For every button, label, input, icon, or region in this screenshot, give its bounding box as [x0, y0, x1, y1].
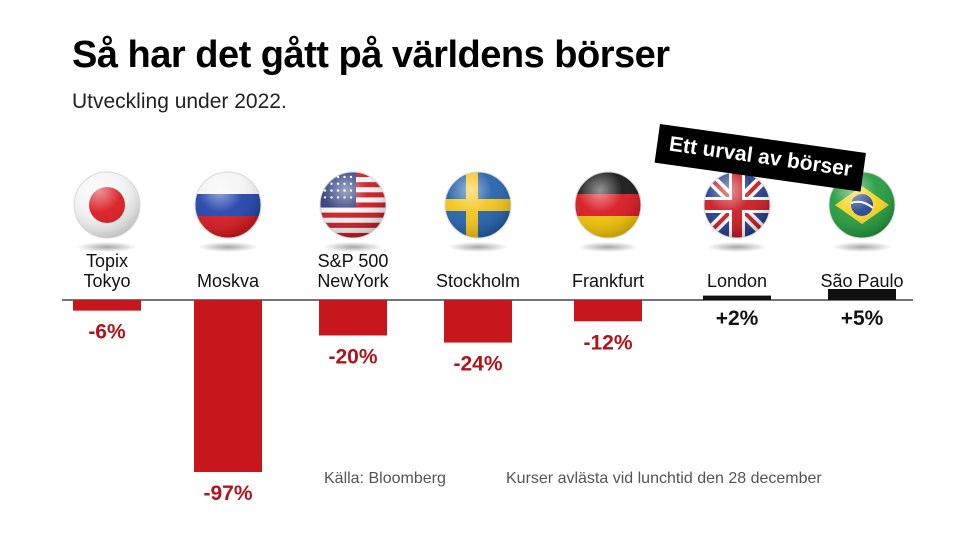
uk-flag-icon: [703, 171, 771, 252]
germany-flag-icon: [574, 171, 642, 252]
value-labels-group: -6% -97% -20% -24% -12% +2% +5%: [88, 307, 883, 505]
bar: [703, 295, 771, 300]
category-label: Moskva: [197, 271, 260, 291]
category-label: Stockholm: [436, 271, 520, 291]
value-label: -97%: [203, 482, 252, 505]
bar: [574, 300, 642, 322]
chart-subtitle: Utveckling under 2022.: [72, 90, 287, 113]
value-label: -6%: [88, 321, 126, 344]
value-label: +2%: [716, 307, 759, 330]
reading-time-note: Kurser avlästa vid lunchtid den 28 decem…: [506, 470, 822, 487]
bar: [319, 300, 387, 336]
source-note: Källa: Bloomberg: [324, 470, 446, 487]
bar: [828, 289, 896, 300]
category-label: Frankfurt: [572, 271, 644, 291]
bars-group: [73, 289, 896, 472]
value-label: +5%: [841, 307, 884, 330]
value-label: -12%: [583, 331, 632, 354]
bar: [444, 300, 512, 343]
category-label: London: [707, 271, 767, 291]
chart-title: Så har det gått på världens börser: [72, 34, 670, 76]
russia-flag-icon: [194, 171, 262, 252]
bar: [73, 300, 141, 311]
category-label: S&P 500 NewYork: [317, 251, 389, 291]
flags-group: [73, 171, 896, 252]
category-label: Topix Tokyo: [83, 251, 130, 291]
japan-flag-icon: [73, 171, 141, 252]
bar: [194, 300, 262, 472]
sweden-flag-icon: [444, 171, 512, 252]
usa-flag-icon: [319, 171, 387, 252]
value-label: -20%: [328, 345, 377, 368]
category-label: São Paulo: [820, 271, 903, 291]
category-labels-group: Topix Tokyo Moskva S&P 500 NewYork Stockholm F…: [83, 251, 903, 291]
value-label: -24%: [453, 353, 502, 376]
